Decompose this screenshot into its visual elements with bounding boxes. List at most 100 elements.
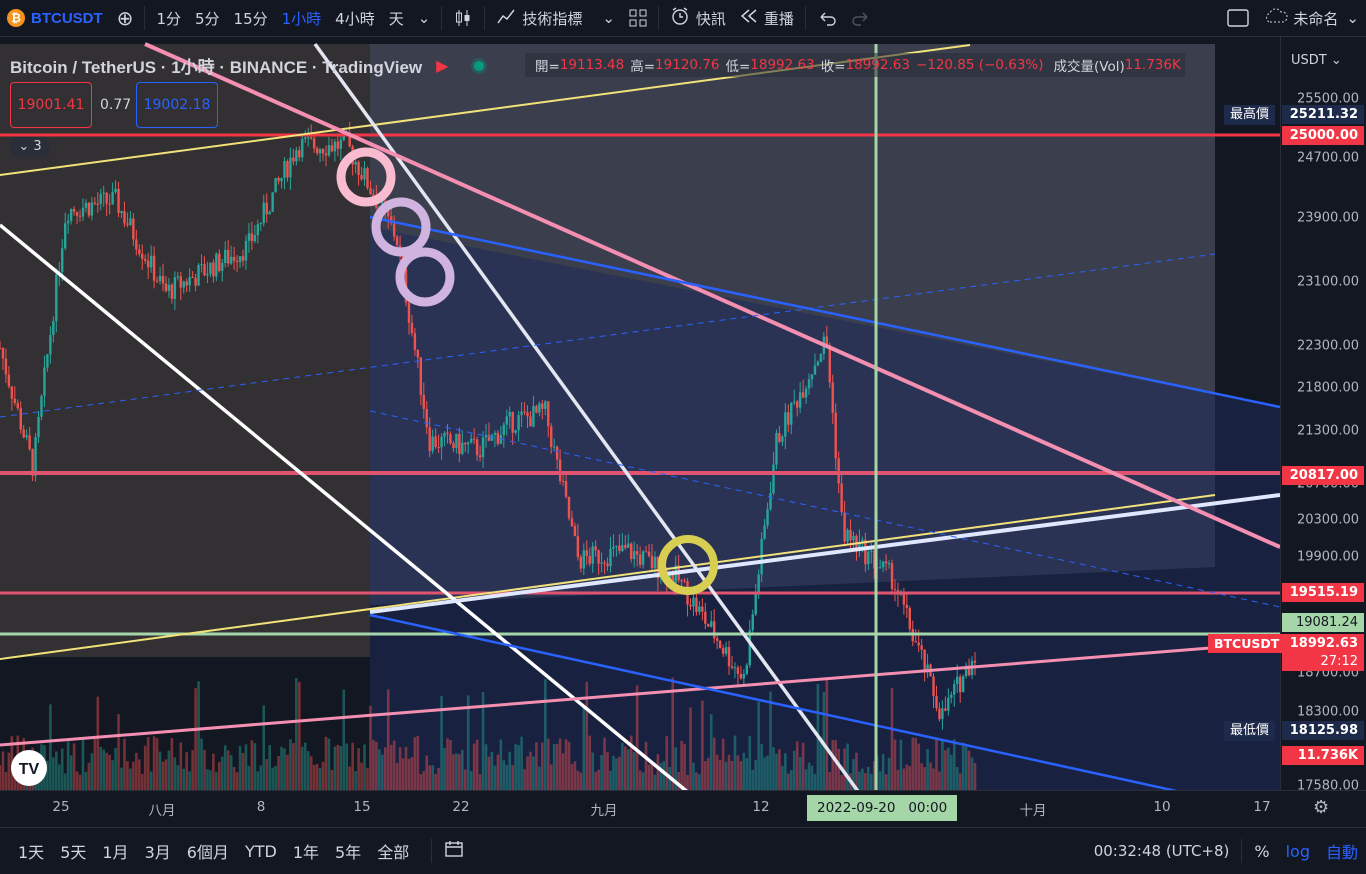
time-tick: 12 xyxy=(752,799,770,815)
volume-bar xyxy=(567,741,571,790)
goto-date-calendar-icon[interactable] xyxy=(436,840,472,862)
collapse-indicators-button[interactable]: ⌄ 3 xyxy=(11,137,49,157)
volume-bar xyxy=(561,753,565,790)
currency-selector[interactable]: USDT ⌄ xyxy=(1291,53,1342,68)
candle-body xyxy=(609,548,612,567)
layout-name-button[interactable]: 未命名 ⌄ xyxy=(1256,0,1366,36)
candle-body xyxy=(831,382,834,413)
timeframe-1h[interactable]: 1小時 xyxy=(281,9,322,28)
pink-circle-marker[interactable] xyxy=(336,147,396,207)
range-all[interactable]: 全部 xyxy=(377,843,410,862)
blue-channel-lower[interactable] xyxy=(369,613,1190,790)
range-5y[interactable]: 5年 xyxy=(335,843,362,862)
volume-bar xyxy=(861,768,864,790)
white-trendline-right[interactable] xyxy=(313,42,860,790)
timeframe-5m[interactable]: 5分 xyxy=(194,9,220,28)
blue-channel-upper[interactable] xyxy=(369,215,1280,409)
range-5d[interactable]: 5天 xyxy=(60,843,87,862)
volume-bar xyxy=(188,771,191,790)
volume-bar xyxy=(363,744,366,790)
pink-trendline-lower[interactable] xyxy=(0,646,1211,747)
volume-bar xyxy=(292,743,295,790)
volume-bar xyxy=(585,681,589,790)
volume-bar xyxy=(763,757,766,790)
replay-button[interactable]: 重播 xyxy=(733,0,801,36)
timeframe-15m[interactable]: 15分 xyxy=(233,9,268,28)
pink-trendline-upper[interactable] xyxy=(144,42,1280,549)
range-3m[interactable]: 3月 xyxy=(144,843,171,862)
lavender-circle-marker-1[interactable] xyxy=(371,197,431,257)
candle-body xyxy=(357,161,360,175)
volume-bar xyxy=(75,771,79,790)
time-axis[interactable]: 25 八月 8 15 22 九月 12 十月 10 17 2022-09-20 … xyxy=(0,790,1366,827)
candle-body xyxy=(111,191,114,205)
white-blue-support-line[interactable] xyxy=(369,493,1280,614)
open-value: 19113.48 xyxy=(559,57,625,73)
candle-body xyxy=(555,446,559,460)
candle-body xyxy=(558,459,562,482)
yellow-trendline-lower[interactable] xyxy=(0,494,1216,660)
volume-bar xyxy=(66,741,70,790)
indicators-button[interactable]: 技術指標 ⌄ xyxy=(489,0,622,36)
volume-bar xyxy=(837,748,840,790)
settings-gear-icon[interactable]: ⚙ xyxy=(1313,797,1330,818)
volume-bar xyxy=(532,756,535,790)
range-1d[interactable]: 1天 xyxy=(18,843,45,862)
candle-body xyxy=(206,273,209,276)
candle-body xyxy=(321,149,325,154)
low-value: 18992.63 xyxy=(750,57,815,73)
volume-bar xyxy=(422,771,426,790)
candle-body xyxy=(870,550,873,552)
volume-bar xyxy=(618,756,621,790)
add-symbol-button[interactable]: ⊕ xyxy=(116,6,134,30)
volume-bar xyxy=(650,763,654,790)
fullscreen-icon[interactable] xyxy=(1220,0,1256,36)
candle-body xyxy=(87,202,91,216)
symbol-search[interactable]: ₿ BTCUSDT xyxy=(0,0,110,36)
range-6m[interactable]: 6個月 xyxy=(186,843,229,862)
symbol-title[interactable]: Bitcoin / TetherUS · 1小時 · BINANCE · Tra… xyxy=(10,58,423,77)
candle-body xyxy=(781,436,784,442)
candle-body xyxy=(135,239,138,250)
percent-scale-toggle[interactable]: % xyxy=(1254,841,1270,861)
volume-bar xyxy=(487,756,491,790)
timeframe-dropdown-chevron-icon[interactable]: ⌄ xyxy=(417,9,431,27)
volume-bar xyxy=(434,773,437,790)
timeframe-4h[interactable]: 4小時 xyxy=(335,9,375,28)
yellow-circle-marker[interactable] xyxy=(658,535,718,595)
alert-button[interactable]: 快訊 xyxy=(663,0,733,36)
sell-price-box[interactable]: 19001.41 xyxy=(10,82,92,128)
buy-price-box[interactable]: 19002.18 xyxy=(136,82,218,128)
auto-scale-toggle[interactable]: 自動 xyxy=(1325,843,1358,862)
close-label: 收= xyxy=(820,59,846,75)
volume-bar xyxy=(164,759,168,790)
candle-body xyxy=(766,509,769,526)
volume-bar xyxy=(576,770,580,790)
lavender-circle-marker-2[interactable] xyxy=(395,247,455,307)
timeframe-1m[interactable]: 1分 xyxy=(156,9,181,28)
log-scale-toggle[interactable]: log xyxy=(1285,841,1310,861)
volume-bar xyxy=(935,739,938,790)
timeframe-1d[interactable]: 天 xyxy=(388,9,404,28)
price-chart[interactable]: TV xyxy=(0,37,1280,790)
candle-body xyxy=(292,157,295,162)
flag-icon[interactable]: ▶ xyxy=(436,56,449,75)
redo-icon[interactable] xyxy=(844,0,878,36)
candle-body xyxy=(458,433,461,454)
clock-timezone[interactable]: 00:32:48 (UTC+8) xyxy=(1093,842,1230,860)
candle-body xyxy=(908,607,912,630)
price-axis[interactable]: USDT ⌄ 25500.00 24700.00 23900.00 23100.… xyxy=(1280,37,1366,794)
candle-body xyxy=(624,544,627,548)
range-ytd[interactable]: YTD xyxy=(244,841,277,861)
candle-body xyxy=(467,442,470,445)
range-1m[interactable]: 1月 xyxy=(102,843,129,862)
candles-type-icon[interactable] xyxy=(446,0,480,36)
candle-body xyxy=(185,281,188,286)
volume-bar xyxy=(754,759,757,790)
undo-icon[interactable] xyxy=(810,0,844,36)
candle-body xyxy=(763,525,766,539)
candle-body xyxy=(200,264,203,266)
volume-bar xyxy=(546,738,550,790)
range-1y[interactable]: 1年 xyxy=(292,843,319,862)
layout-grid-icon[interactable] xyxy=(622,0,654,36)
